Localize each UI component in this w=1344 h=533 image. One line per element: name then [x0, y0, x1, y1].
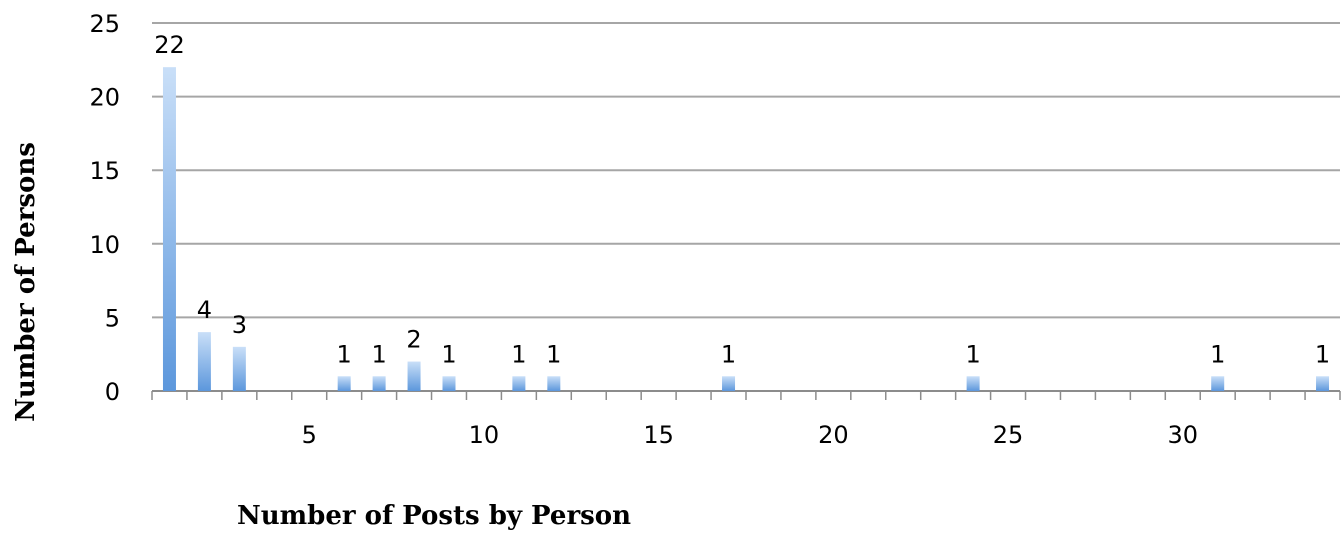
x-tick-label: 15: [643, 421, 674, 449]
gridlines: [152, 22, 1340, 319]
y-tick-label: 10: [89, 231, 120, 259]
x-axis: [151, 390, 1341, 400]
bar: [1316, 376, 1330, 391]
data-label: 1: [371, 340, 386, 368]
bar: [197, 332, 211, 391]
x-tick-label: 5: [302, 421, 317, 449]
x-tick-label: 20: [818, 421, 849, 449]
y-tick-labels: 0 5 10 15 20 25: [89, 10, 120, 406]
data-label: 1: [511, 340, 526, 368]
data-label: 2: [406, 326, 421, 354]
bar: [547, 376, 561, 391]
bar: [232, 346, 246, 391]
bar: [162, 67, 176, 391]
x-tick-label: 25: [993, 421, 1024, 449]
bar: [407, 361, 421, 391]
bar: [337, 376, 351, 391]
bar: [512, 376, 526, 391]
y-tick-label: 0: [105, 378, 120, 406]
data-label: 3: [232, 311, 247, 339]
data-label: 1: [441, 340, 456, 368]
data-label: 1: [721, 340, 736, 368]
data-label: 1: [1315, 340, 1330, 368]
bar: [442, 376, 456, 391]
data-label: 1: [965, 340, 980, 368]
y-axis-title: Number of Persons: [11, 142, 41, 422]
data-label: 4: [197, 296, 212, 324]
y-tick-label: 5: [105, 304, 120, 332]
bar: [722, 376, 736, 391]
x-axis-title: Number of Posts by Person: [237, 501, 631, 531]
data-label: 22: [154, 31, 185, 59]
bar: [1211, 376, 1225, 391]
x-tick-label: 10: [469, 421, 500, 449]
bars: [162, 67, 1330, 391]
y-tick-label: 15: [89, 157, 120, 185]
x-tick-labels: 5 10 15 20 25 30: [302, 421, 1198, 449]
bar: [372, 376, 386, 391]
x-tick-label: 30: [1167, 421, 1198, 449]
y-tick-label: 20: [89, 84, 120, 112]
bar: [966, 376, 980, 391]
y-tick-label: 25: [89, 10, 120, 38]
data-label: 1: [337, 340, 352, 368]
data-label: 1: [1210, 340, 1225, 368]
data-label: 1: [546, 340, 561, 368]
